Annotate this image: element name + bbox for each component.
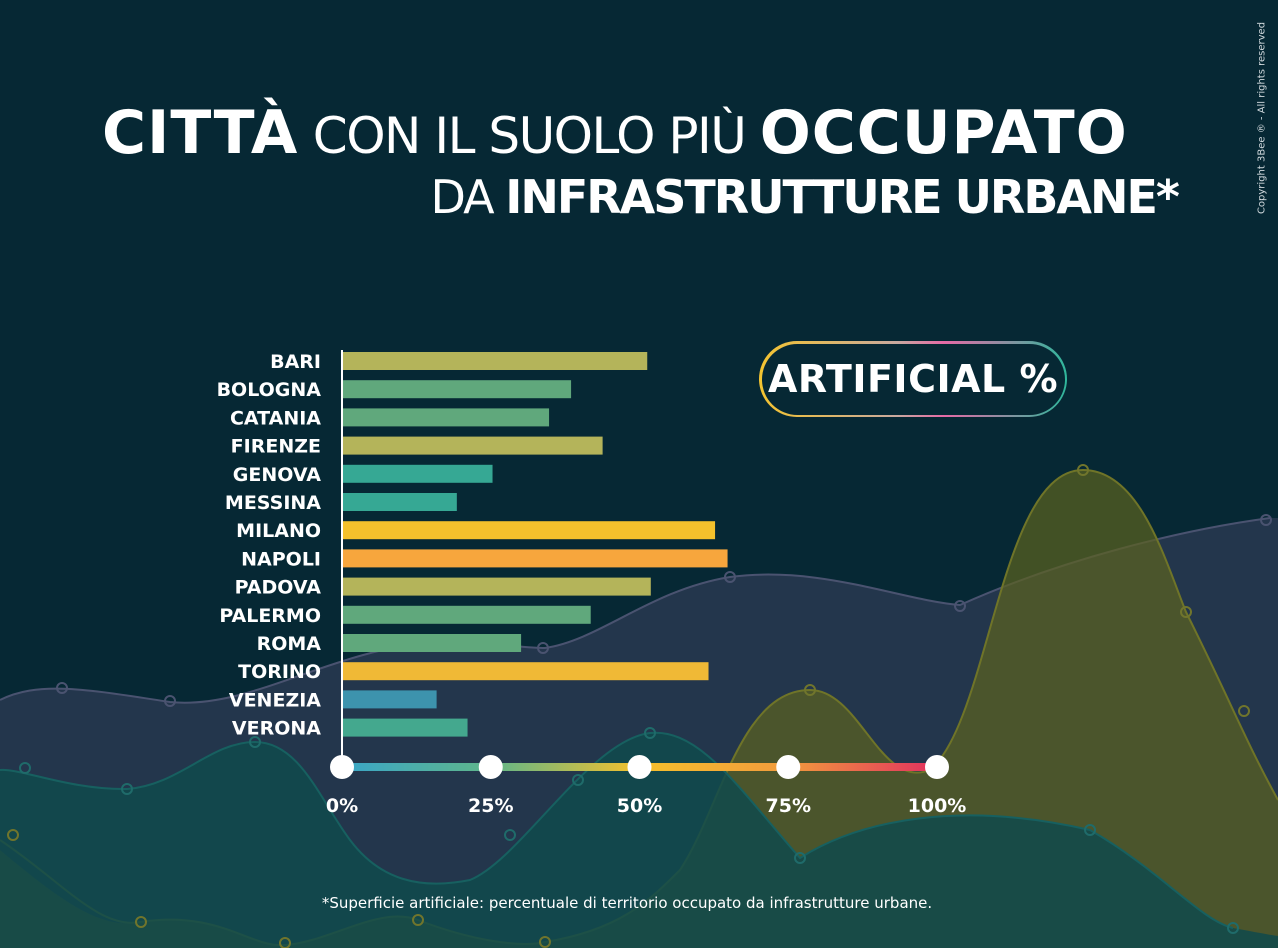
- title-middle-words: CON IL SUOLO PIÙ: [312, 107, 747, 165]
- bar-bari: [342, 352, 648, 370]
- category-label-verona: VERONA: [232, 718, 321, 740]
- tick-label-25: 25%: [468, 795, 513, 817]
- title-line-1: CITTÀ CON IL SUOLO PIÙ OCCUPATO: [102, 98, 1128, 168]
- title-occupied-word: OCCUPATO: [759, 98, 1128, 168]
- title-city-word: CITTÀ: [102, 98, 299, 168]
- bar-bologna: [342, 380, 572, 399]
- bar-messina: [342, 493, 457, 511]
- tick-label-75: 75%: [766, 795, 811, 817]
- tick-marker-50: [627, 755, 652, 779]
- category-label-bari: BARI: [270, 351, 321, 373]
- badge-label: ARTIFICIAL %: [761, 343, 1065, 415]
- category-label-genova: GENOVA: [233, 464, 322, 486]
- category-label-messina: MESSINA: [225, 492, 321, 514]
- category-label-bologna: BOLOGNA: [217, 379, 322, 401]
- bar-padova: [342, 577, 651, 596]
- bar-palermo: [342, 605, 591, 624]
- title-infrastructures-words: INFRASTRUTTURE URBANE*: [505, 170, 1180, 224]
- tick-marker-100: [925, 755, 949, 779]
- category-label-palermo: PALERMO: [219, 605, 321, 627]
- bar-catania: [342, 408, 550, 427]
- tick-marker-0: [330, 755, 354, 779]
- bar-verona: [342, 718, 468, 737]
- category-label-napoli: NAPOLI: [241, 548, 321, 570]
- bar-genova: [342, 464, 493, 483]
- title-line-2: DA INFRASTRUTTURE URBANE*: [430, 170, 1180, 224]
- category-label-catania: CATANIA: [230, 407, 321, 429]
- category-label-milano: MILANO: [236, 520, 321, 542]
- category-label-torino: TORINO: [238, 661, 321, 683]
- bar-milano: [342, 521, 716, 540]
- tick-marker-25: [478, 755, 503, 779]
- category-label-padova: PADOVA: [235, 577, 322, 599]
- tick-label-50: 50%: [617, 795, 662, 817]
- tick-label-0: 0%: [326, 795, 358, 817]
- category-label-venezia: VENEZIA: [229, 689, 321, 711]
- tick-label-100: 100%: [908, 795, 967, 817]
- category-label-firenze: FIRENZE: [231, 436, 321, 458]
- title-da-word: DA: [430, 170, 495, 224]
- artificial-percent-badge: ARTIFICIAL %: [759, 341, 1067, 417]
- bar-torino: [342, 662, 709, 681]
- bar-roma: [342, 634, 522, 652]
- bar-napoli: [342, 549, 728, 568]
- tick-marker-75: [776, 755, 801, 779]
- footnote: *Superficie artificiale: percentuale di …: [321, 894, 933, 912]
- bar-firenze: [342, 436, 603, 455]
- category-label-roma: ROMA: [257, 633, 322, 655]
- bar-venezia: [342, 690, 437, 709]
